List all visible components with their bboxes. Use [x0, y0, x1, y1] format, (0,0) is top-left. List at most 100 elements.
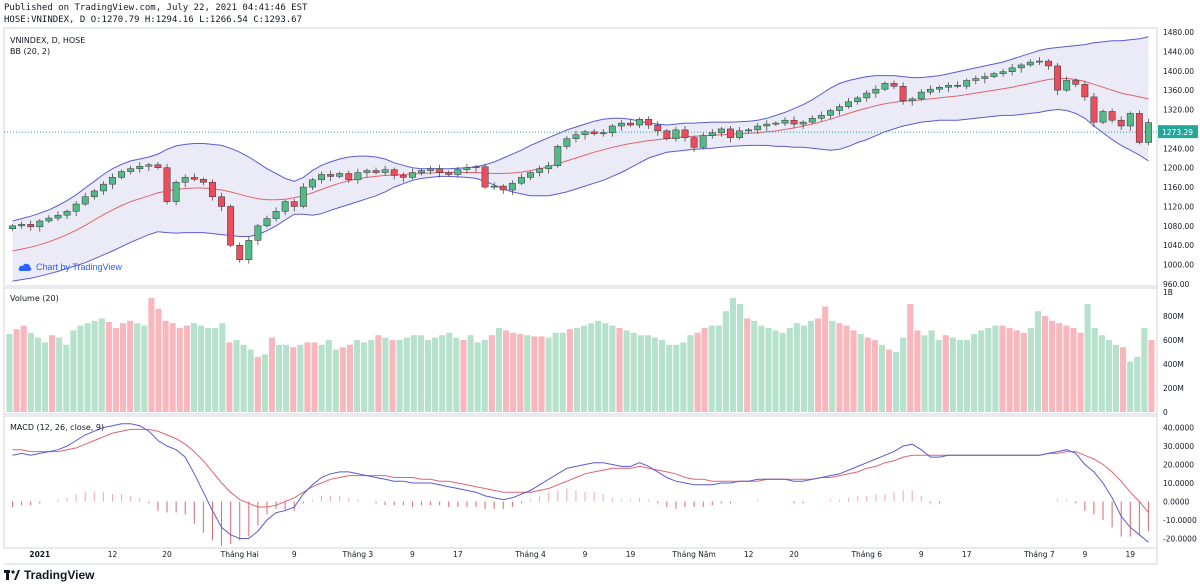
candle [209, 179, 216, 201]
volume-bar [247, 349, 254, 412]
candle-body [72, 203, 80, 212]
volume-bar [701, 328, 708, 412]
volume-bar [410, 335, 417, 412]
candle [290, 198, 298, 212]
time-tick-label: Tháng 6 [850, 550, 882, 559]
candle [63, 209, 71, 220]
candle [990, 71, 998, 79]
volume-bar [673, 344, 680, 412]
pane-frame-2 [3, 415, 1158, 549]
chart-by-tradingview-badge[interactable]: Chart by TradingView [18, 262, 122, 272]
price-tick-label: 1440.00 [1163, 47, 1194, 56]
candle [518, 173, 525, 186]
candle-body [826, 110, 834, 116]
volume-bar [1091, 328, 1098, 412]
cloud-icon [18, 263, 32, 271]
volume-bar [141, 325, 148, 412]
volume-bar [439, 335, 446, 412]
volume-bar [396, 340, 403, 412]
candle [1072, 78, 1080, 88]
candle-body [963, 80, 971, 87]
price-tick-label: 1040.00 [1163, 241, 1194, 250]
candle [663, 128, 671, 141]
candle-body [799, 121, 807, 125]
volume-bar [900, 337, 907, 412]
volume-bar [1034, 311, 1042, 412]
volume-bar [708, 325, 715, 412]
candle-body [236, 244, 244, 261]
candle [190, 173, 198, 182]
volume-bar [545, 337, 552, 412]
candle-body [127, 168, 135, 172]
volume-bar [1070, 328, 1077, 412]
candle [454, 166, 462, 178]
candle [54, 211, 62, 221]
candle-body [790, 119, 798, 125]
candle-body [327, 174, 335, 177]
candle-body [736, 130, 743, 138]
volume-bar [254, 356, 261, 412]
candle-body [617, 122, 625, 127]
candle-body [1108, 111, 1116, 121]
candle [36, 219, 44, 232]
volume-bar [460, 340, 467, 412]
candle [136, 162, 144, 173]
candle-body [354, 172, 362, 181]
volume-bar [488, 335, 495, 412]
candle-body [418, 170, 425, 173]
candle-body [363, 170, 371, 173]
candle-body [508, 182, 516, 191]
candle [1045, 59, 1052, 70]
candle [1135, 110, 1143, 145]
candle [1081, 81, 1089, 101]
volume-bar [1006, 328, 1013, 412]
candle-body [636, 118, 643, 126]
ohlc-line: HOSE:VNINDEX, D O:1270.79 H:1294.16 L:12… [4, 15, 303, 25]
macd-tick-label: -10.0000 [1163, 516, 1197, 525]
volume-bar [729, 298, 737, 412]
candle [354, 168, 362, 184]
volume-bar [148, 298, 155, 412]
candle [745, 127, 753, 134]
candle [45, 215, 53, 223]
time-tick-label: 9 [292, 550, 297, 559]
volume-bar [722, 311, 729, 412]
last-price-label: 1273.29 [1162, 128, 1193, 137]
candle-body [1054, 65, 1062, 91]
price-tick-label: 1400.00 [1163, 67, 1194, 76]
candle-body [754, 125, 762, 131]
volume-bar [155, 308, 162, 412]
volume-bar [119, 323, 127, 412]
candle [1126, 111, 1134, 131]
volume-tick-label: 0 [1163, 408, 1168, 417]
volume-bar [800, 325, 807, 412]
candle [808, 115, 816, 125]
volume-bar [992, 325, 999, 412]
volume-bar [531, 336, 538, 412]
volume-bar [807, 320, 815, 412]
volume-bar [212, 328, 219, 412]
volume-bar [914, 330, 921, 412]
price-tick-label: 1120.00 [1163, 202, 1194, 211]
volume-bar [424, 340, 432, 412]
candle-body [1126, 113, 1134, 127]
candle-body [990, 73, 998, 77]
candle [499, 184, 507, 194]
volume-bar [1105, 340, 1112, 412]
candle [1117, 116, 1125, 130]
candle-body [299, 186, 307, 207]
tradingview-logo[interactable]: TradingView [4, 568, 94, 582]
volume-bar [907, 304, 914, 412]
candle [90, 189, 98, 200]
candle [872, 85, 880, 98]
volume-bar [1049, 320, 1056, 412]
volume-bar [240, 344, 247, 412]
candle [490, 182, 498, 190]
volume-bar [403, 337, 410, 412]
candle-body [1117, 119, 1125, 127]
candle-body [1063, 80, 1071, 91]
candle [754, 123, 762, 134]
candle-body [1090, 96, 1098, 123]
price-legend-symbol: VNINDEX, D, HOSE [10, 36, 85, 45]
